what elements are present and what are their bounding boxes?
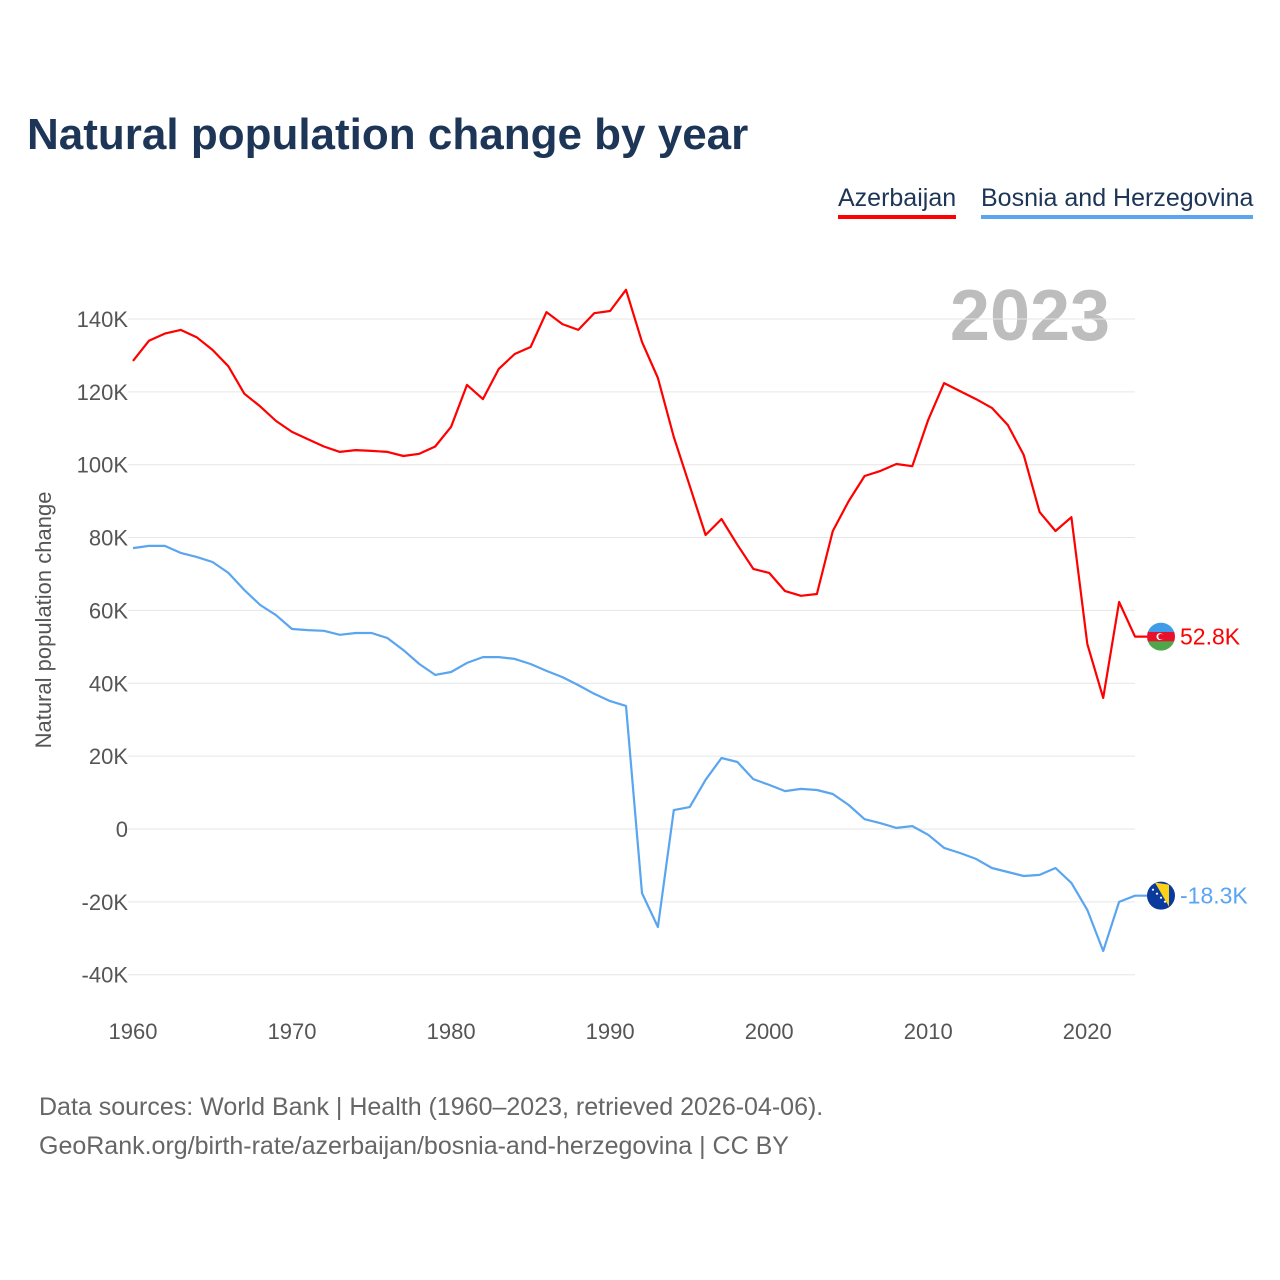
legend-azerbaijan[interactable]: Azerbaijan	[838, 184, 957, 219]
x-tick-label: 2020	[1063, 1019, 1112, 1044]
y-tick-label: -40K	[82, 963, 129, 988]
y-tick-label: 120K	[77, 380, 129, 405]
end-value-label: -18.3K	[1180, 883, 1248, 909]
bosnia-flag-icon	[1147, 881, 1175, 910]
azerbaijan-flag-icon	[1147, 622, 1175, 651]
y-tick-label: -20K	[82, 890, 129, 915]
source-line-2[interactable]: GeoRank.org/birth-rate/azerbaijan/bosnia…	[39, 1132, 789, 1160]
source-note: Data sources: World Bank | Health (1960–…	[39, 1088, 823, 1166]
legend-bosnia-and-herzegovina[interactable]: Bosnia and Herzegovina	[981, 184, 1254, 219]
source-line-1: Data sources: World Bank | Health (1960–…	[39, 1093, 824, 1121]
y-tick-label: 20K	[89, 744, 128, 769]
x-tick-label: 1970	[268, 1019, 317, 1044]
y-axis-label: Natural population change	[31, 492, 56, 749]
y-tick-label: 60K	[89, 598, 128, 623]
y-tick-label: 0	[116, 817, 128, 842]
y-tick-label: 100K	[77, 453, 129, 478]
x-tick-label: 1990	[586, 1019, 635, 1044]
x-tick-label: 2000	[745, 1019, 794, 1044]
series-line-bosnia	[132, 544, 1147, 953]
end-value-label: 52.8K	[1180, 624, 1241, 650]
year-watermark: 2023	[950, 276, 1110, 356]
x-tick-label: 2010	[904, 1019, 953, 1044]
x-tick-label: 1960	[109, 1019, 158, 1044]
chart-title: Natural population change by year	[27, 110, 749, 159]
y-tick-label: 80K	[89, 526, 128, 551]
y-tick-label: 40K	[89, 671, 128, 696]
x-tick-label: 1980	[427, 1019, 476, 1044]
y-tick-label: 140K	[77, 307, 129, 332]
series-line-azerbaijan	[132, 288, 1147, 700]
